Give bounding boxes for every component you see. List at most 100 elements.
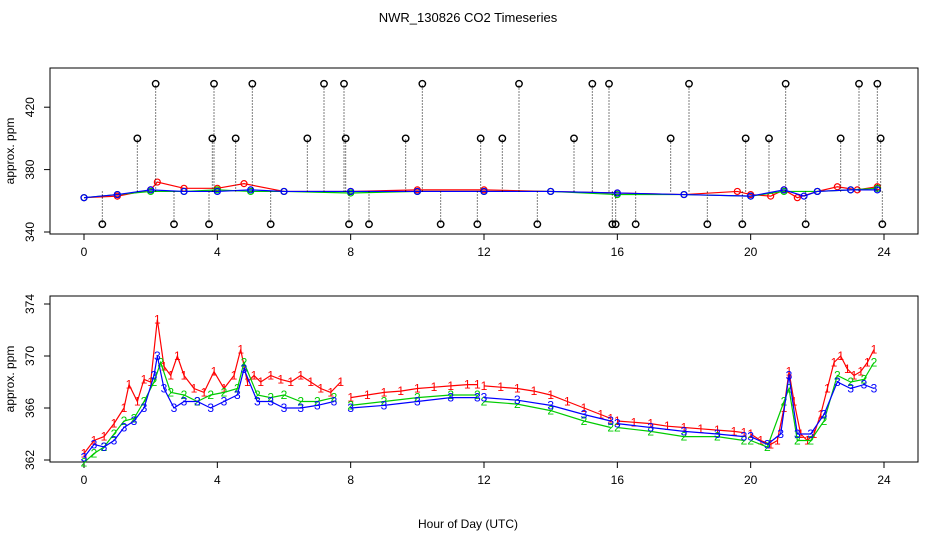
data-point: 1 [497, 380, 504, 394]
y-tick-label: 420 [23, 97, 37, 117]
calibration-point [703, 220, 712, 229]
calibration-point [365, 220, 373, 229]
data-point: 2 [131, 411, 138, 425]
x-tick-label: 24 [877, 245, 891, 259]
data-point: 1 [857, 365, 864, 379]
data-point: 1 [121, 401, 128, 415]
data-point: 2 [314, 395, 321, 409]
x-tick-label: 4 [214, 245, 221, 259]
data-point: 1 [714, 423, 721, 437]
x-tick-label: 20 [744, 473, 758, 487]
calibration-point [836, 134, 845, 143]
data-point: 3 [297, 401, 304, 415]
calibration-point [608, 220, 617, 229]
data-point: 2 [234, 382, 241, 396]
data-point: 3 [871, 382, 878, 396]
data-point [153, 178, 161, 186]
data-point: 1 [167, 369, 174, 383]
data-point: 3 [111, 434, 118, 448]
data-point: 3 [614, 417, 621, 431]
calibration-point [666, 134, 675, 143]
data-point: 1 [837, 349, 844, 363]
data-point: 1 [597, 408, 604, 422]
data-point: 3 [447, 391, 454, 405]
x-tick-label: 4 [214, 473, 221, 487]
data-point: 1 [237, 343, 244, 357]
data-point [147, 186, 155, 194]
y-axis-label: approx. ppm [3, 118, 17, 185]
calibration-point [341, 134, 350, 143]
x-tick-label: 24 [877, 473, 891, 487]
data-point [847, 186, 855, 194]
data-point: 2 [547, 404, 554, 418]
calibration-point [170, 220, 178, 229]
y-tick-label: 340 [23, 222, 37, 242]
calibration-point [801, 220, 810, 229]
data-point: 2 [821, 414, 828, 428]
data-point: 1 [297, 369, 304, 383]
data-point: 3 [194, 395, 201, 409]
data-point: 3 [91, 437, 98, 451]
series-line [617, 426, 745, 442]
data-point: 2 [614, 421, 621, 435]
data-point: 2 [781, 395, 788, 409]
data-point: 2 [747, 434, 754, 448]
data-point: 1 [871, 343, 878, 357]
data-point: 2 [91, 447, 98, 461]
data-point: 3 [821, 408, 828, 422]
data-point: 2 [297, 395, 304, 409]
data-point: 3 [786, 369, 793, 383]
data-point: 1 [101, 430, 108, 444]
series-line [750, 349, 875, 446]
data-point: 2 [347, 398, 354, 412]
data-point: 2 [81, 456, 88, 470]
data-point: 3 [747, 430, 754, 444]
data-point: 1 [257, 375, 264, 389]
data-point: 2 [157, 356, 164, 370]
data-point: 2 [834, 369, 841, 383]
data-point: 2 [714, 430, 721, 444]
data-point: 2 [207, 388, 214, 402]
data-point: 3 [834, 375, 841, 389]
calibration-point [498, 134, 507, 143]
data-point: 1 [514, 382, 521, 396]
data-point: 1 [767, 437, 774, 451]
chart-title: NWR_130826 CO2 Timeseries [379, 10, 558, 25]
calibration-point [210, 79, 218, 88]
data-point: 1 [564, 395, 571, 409]
data-point: 3 [807, 427, 814, 441]
data-point: 1 [817, 408, 824, 422]
data-point: 1 [697, 422, 704, 436]
x-tick-label: 8 [347, 245, 354, 259]
data-point: 1 [307, 375, 314, 389]
data-point [240, 180, 248, 188]
calibration-point [873, 79, 882, 88]
calibration-point [738, 220, 747, 229]
data-point: 2 [741, 434, 748, 448]
data-point [180, 187, 188, 196]
data-point: 2 [481, 395, 488, 409]
calibration-point [855, 79, 863, 88]
data-point [733, 187, 741, 196]
data-point: 3 [131, 414, 138, 428]
panel-full-range: 0 4 8 12 16 20 24 340 380 420 approx. ppm [3, 67, 919, 259]
data-point: 3 [234, 388, 241, 402]
data-point: 1 [844, 362, 851, 376]
data-point: 2 [807, 434, 814, 448]
calibration-point [570, 134, 578, 143]
data-point: 1 [631, 415, 638, 429]
x-axis-label: Hour of Day (UTC) [418, 517, 518, 531]
data-point: 3 [607, 414, 614, 428]
data-point [793, 194, 801, 202]
data-point: 1 [147, 375, 154, 389]
data-point: 2 [281, 388, 288, 402]
data-point: 2 [786, 382, 793, 396]
data-point: 1 [111, 417, 118, 431]
calibration-point [741, 134, 750, 143]
data-point: 1 [791, 395, 798, 409]
data-point: 1 [161, 359, 168, 373]
calibration-point [685, 79, 693, 88]
data-point: 2 [381, 395, 388, 409]
data-point: 1 [337, 375, 344, 389]
